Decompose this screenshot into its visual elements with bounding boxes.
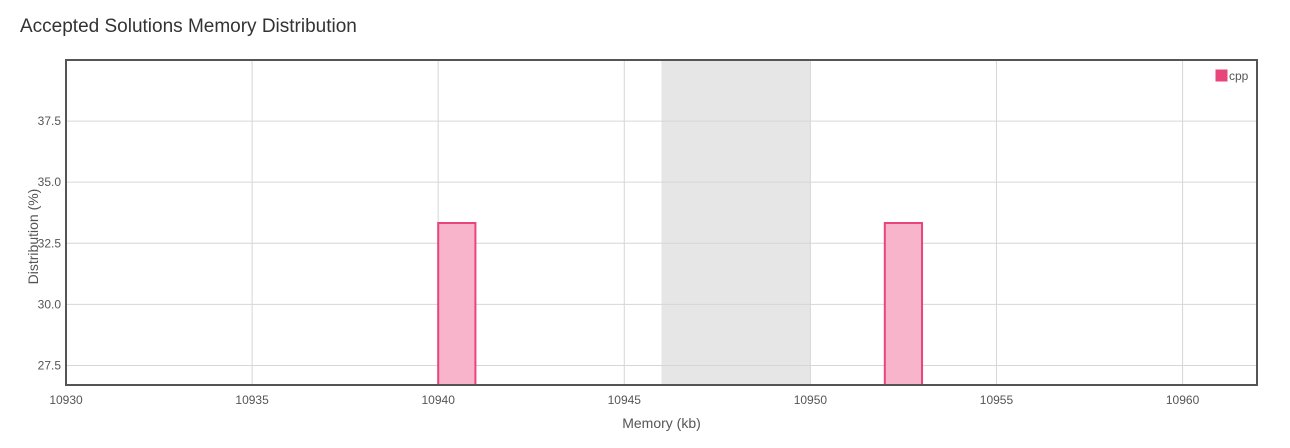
legend-label[interactable]: cpp — [1229, 69, 1249, 83]
bar-cpp-0[interactable] — [437, 221, 477, 386]
y-tick-label: 32.5 — [38, 236, 62, 250]
chart-title: Accepted Solutions Memory Distribution — [20, 16, 357, 37]
x-axis-label: Memory (kb) — [622, 415, 701, 431]
x-tick-label: 10960 — [1166, 393, 1200, 407]
x-tick-label: 10940 — [422, 393, 456, 407]
y-tick-label: 27.5 — [38, 358, 62, 372]
y-tick-label: 30.0 — [38, 297, 62, 311]
x-tick-label: 10930 — [49, 393, 83, 407]
y-tick-label: 35.0 — [38, 175, 62, 189]
x-tick-label: 10945 — [608, 393, 642, 407]
x-tick-label: 10955 — [980, 393, 1014, 407]
legend-swatch — [1214, 68, 1229, 83]
x-tick-label: 10935 — [235, 393, 269, 407]
plot-frame — [65, 59, 1258, 386]
y-tick-label: 37.5 — [38, 114, 62, 128]
x-tick-label: 10950 — [794, 393, 828, 407]
y-axis-label: Distribution (%) — [25, 189, 41, 285]
bar-cpp-1[interactable] — [883, 221, 924, 386]
highlight-band — [661, 60, 811, 385]
legend[interactable]: cpp — [1214, 68, 1249, 83]
